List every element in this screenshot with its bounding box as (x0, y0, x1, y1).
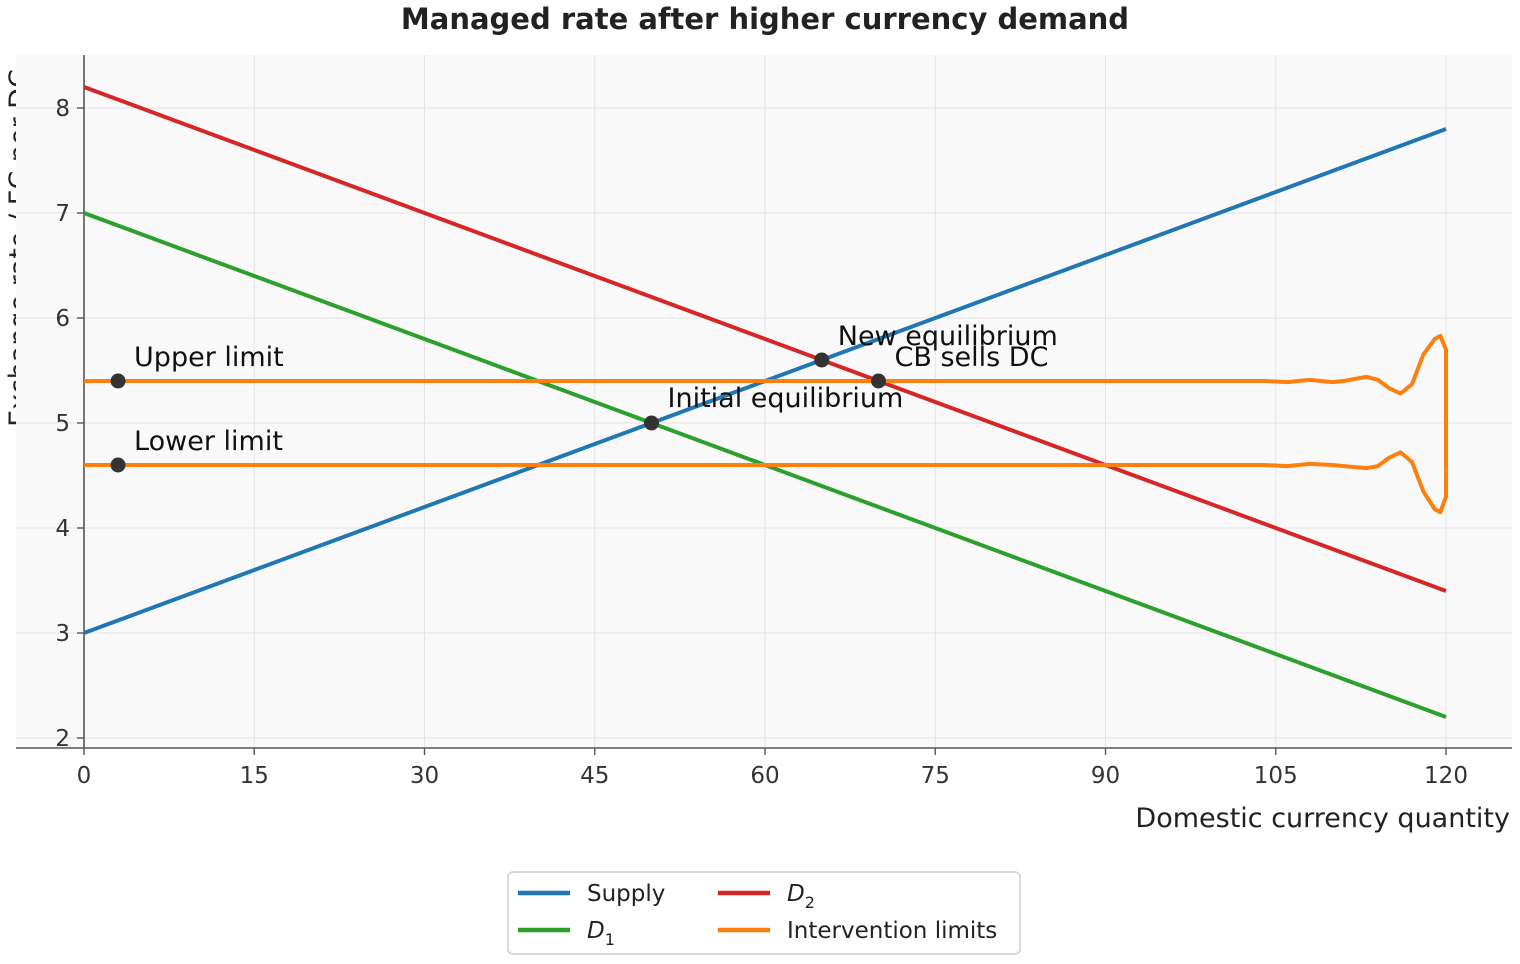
legend-label-supply: Supply (587, 881, 665, 907)
annotation-initial-equilibrium: Initial equilibrium (668, 383, 904, 414)
series-lower-limit-line (84, 450, 1448, 515)
y-tick-label: 3 (55, 621, 70, 647)
annotation-new-equilibrium: New equilibrium (838, 321, 1058, 352)
annotation-lower-limit: Lower limit (134, 426, 283, 457)
annotation-upper-limit: Upper limit (134, 342, 284, 373)
y-tick-label: 5 (55, 411, 70, 437)
point-new-equilibrium (814, 352, 830, 368)
y-tick-label: 4 (55, 516, 70, 542)
y-tick-label: 7 (55, 201, 70, 227)
legend-box (507, 871, 1021, 955)
point-initial-equilibrium (644, 415, 659, 431)
x-tick-label: 30 (410, 763, 439, 789)
series-d2-line (83, 85, 1447, 593)
x-tick-label: 105 (1254, 763, 1298, 789)
annotation-cb-sells-dc: CB sells DC (895, 342, 1049, 373)
x-tick-label: 15 (240, 763, 269, 789)
point-cb-sells-dc (871, 373, 886, 389)
point-upper-limit (110, 373, 126, 389)
legend-label-limits: Intervention limits (787, 918, 997, 944)
series-upper-limit-line (84, 333, 1448, 396)
legend-label-d2: D2 (787, 881, 815, 912)
x-tick-label: 0 (77, 763, 92, 789)
x-tick-label: 90 (1091, 763, 1120, 789)
point-lower-limit (110, 457, 126, 473)
legend-label-d1: D1 (587, 918, 615, 949)
chart-title: Managed rate after higher currency deman… (401, 2, 1129, 36)
x-tick-label: 120 (1424, 763, 1468, 789)
x-tick-label: 60 (750, 763, 779, 789)
x-tick-label: 75 (921, 763, 950, 789)
y-tick-label: 8 (55, 96, 70, 122)
legend: Supply D2 D1 Intervention limits (507, 871, 1021, 955)
y-tick-label: 2 (55, 726, 70, 752)
y-tick-label: 6 (55, 306, 70, 332)
x-axis-label: Domestic currency quantity (1135, 803, 1510, 834)
x-tick-label: 45 (580, 763, 609, 789)
